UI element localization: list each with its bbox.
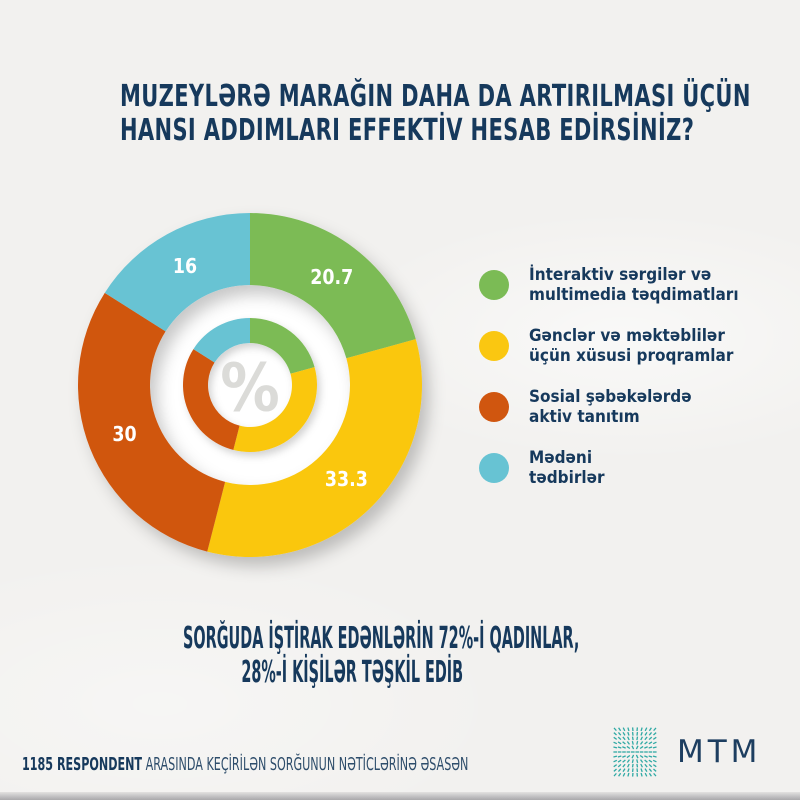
footer-note-text: ARASINDA KEÇİRİLƏN SORĞUNUN NƏTİCLƏRİNƏ … bbox=[145, 754, 469, 775]
legend-item: Mədəni tədbirlər bbox=[479, 448, 762, 488]
donut-chart: % 20.7 33.3 30 16 bbox=[40, 175, 460, 595]
legend-dot-cyan-icon bbox=[479, 453, 509, 483]
legend-label: Sosial şəbəkələrdə bbox=[529, 387, 692, 407]
brand-name: MTM bbox=[677, 734, 762, 770]
legend-label: multimedia təqdimatları bbox=[529, 285, 739, 305]
donut-chart-svg: % 20.7 33.3 30 16 bbox=[77, 213, 422, 557]
percent-symbol: % bbox=[220, 350, 279, 427]
pie-value-label: 30 bbox=[112, 423, 136, 447]
title-line-2: HANSI ADDIMLARI EFFEKTİV HESAB EDİRSİNİZ… bbox=[120, 113, 695, 148]
brand-lockup: MTM bbox=[613, 726, 773, 778]
legend-label: Gənclər və məktəblilər bbox=[529, 326, 725, 346]
legend-dot-green-icon bbox=[479, 270, 509, 300]
legend-item: İnteraktiv sərgilər və multimedia təqdim… bbox=[479, 265, 762, 305]
statement-line-1: SORĞUDA İŞTİRAK EDƏNLƏRİN 72%-İ QADINLAR… bbox=[183, 621, 580, 656]
chart-legend: İnteraktiv sərgilər və multimedia təqdim… bbox=[479, 265, 762, 488]
legend-item: Sosial şəbəkələrdə aktiv tanıtım bbox=[479, 387, 762, 427]
legend-label: aktiv tanıtım bbox=[529, 407, 640, 427]
footer-note: 1185 RESPONDENT ARASINDA KEÇİRİLƏN SORĞU… bbox=[22, 753, 468, 777]
bottom-edge-strip bbox=[0, 792, 800, 800]
title-line-1: MUZEYLƏRƏ MARAĞIN DAHA DA ARTIRILMASI ÜÇ… bbox=[120, 79, 751, 114]
legend-dot-yellow-icon bbox=[479, 331, 509, 361]
legend-label: tədbirlər bbox=[529, 468, 605, 488]
legend-label: üçün xüsusi proqramlar bbox=[529, 346, 734, 366]
survey-demographics-statement: SORĞUDA İŞTİRAK EDƏNLƏRİN 72%-İ QADINLAR… bbox=[183, 621, 580, 690]
legend-item: Gənclər və məktəblilər üçün xüsusi proqr… bbox=[479, 326, 762, 366]
legend-label: İnteraktiv sərgilər və bbox=[529, 265, 712, 285]
page-title: MUZEYLƏRƏ MARAĞIN DAHA DA ARTIRILMASI ÜÇ… bbox=[120, 79, 751, 148]
mtm-burst-logo-icon bbox=[613, 727, 657, 777]
pie-value-label: 20.7 bbox=[310, 266, 353, 290]
legend-label: Mədəni bbox=[529, 448, 593, 468]
respondent-count: 1185 RESPONDENT bbox=[22, 754, 143, 775]
statement-line-2: 28%-İ KİŞİLƏR TƏŞKİL EDİB bbox=[241, 655, 464, 690]
pie-value-label: 16 bbox=[173, 255, 197, 279]
pie-value-label: 33.3 bbox=[325, 468, 368, 492]
legend-dot-orange-icon bbox=[479, 392, 509, 422]
